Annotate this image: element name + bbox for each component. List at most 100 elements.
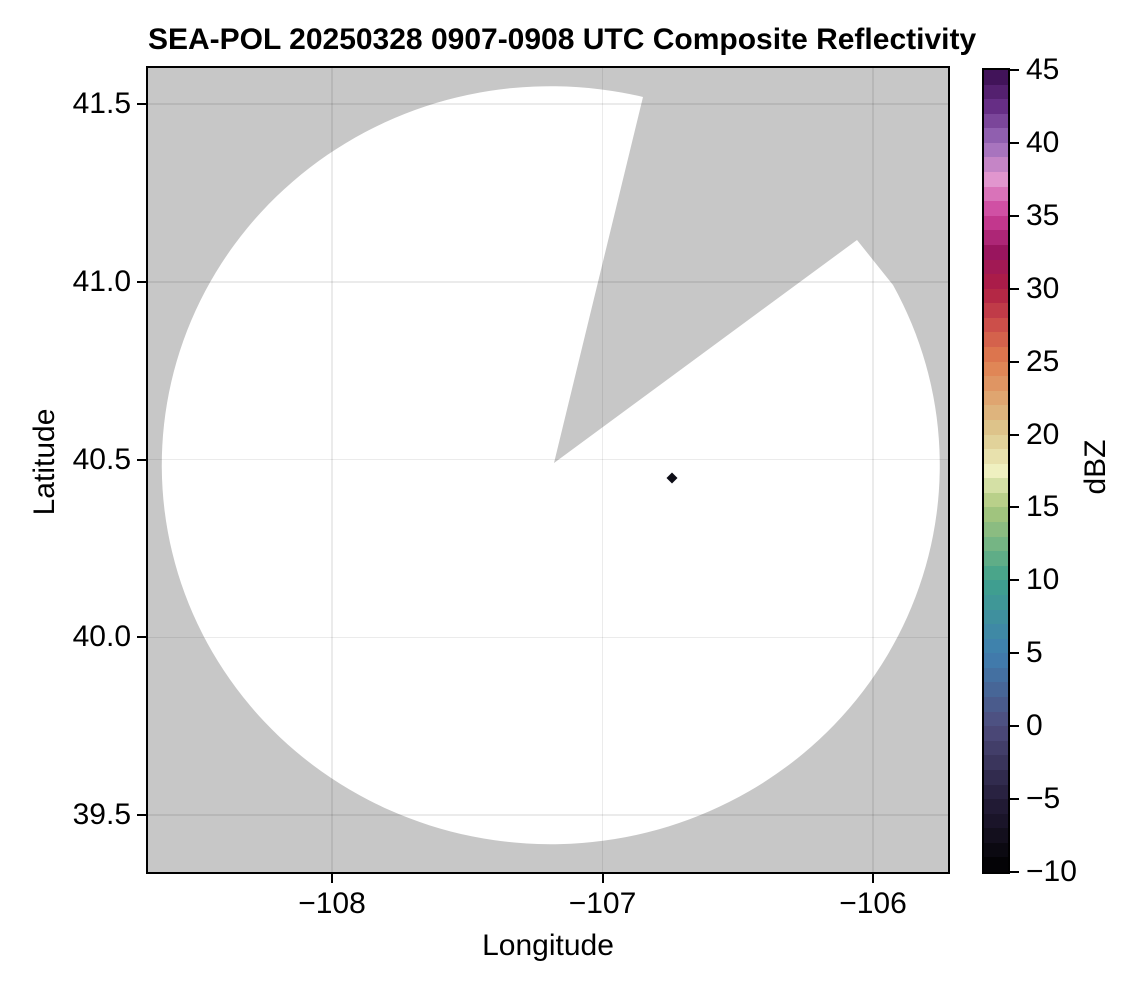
colorbar-tick-mark	[1010, 69, 1019, 71]
gridline-vertical	[872, 68, 874, 872]
radar-coverage-shape	[161, 86, 940, 845]
colorbar-segment	[984, 274, 1008, 290]
colorbar-tick-mark	[1010, 506, 1019, 509]
gridline-horizontal	[148, 103, 948, 105]
colorbar-segment	[984, 667, 1008, 684]
colorbar-segment	[984, 478, 1008, 494]
colorbar-segment	[984, 726, 1008, 742]
colorbar-tick-mark	[1010, 360, 1019, 363]
colorbar-tick-mark	[1010, 871, 1019, 873]
gridline-horizontal	[148, 458, 948, 461]
x-axis-label: Longitude	[482, 929, 614, 962]
x-tick-mark	[331, 874, 333, 883]
colorbar-tick-mark	[1010, 433, 1019, 436]
colorbar-segment	[984, 215, 1008, 231]
gridline-vertical	[601, 68, 604, 872]
colorbar-segment	[984, 128, 1008, 144]
colorbar-segment	[984, 522, 1008, 538]
y-tick-label: 41.5	[72, 87, 131, 120]
colorbar-segment	[984, 492, 1008, 509]
radar-plot-area	[146, 66, 950, 874]
colorbar-segment	[984, 740, 1008, 756]
gridline-horizontal	[148, 636, 948, 638]
colorbar-segment	[984, 259, 1008, 275]
x-tick-mark	[601, 874, 604, 883]
colorbar-tick-label: 45	[1026, 53, 1060, 86]
colorbar-segment	[984, 594, 1008, 611]
colorbar-tick-mark	[1010, 141, 1019, 144]
colorbar-segment	[984, 376, 1008, 392]
gridline-horizontal	[148, 281, 948, 283]
colorbar-segment	[984, 230, 1008, 246]
y-tick-mark	[137, 814, 146, 816]
colorbar-tick-mark	[1010, 652, 1019, 655]
colorbar-segment	[984, 419, 1008, 436]
colorbar-tick-mark	[1010, 287, 1019, 290]
y-tick-label: 39.5	[72, 798, 131, 831]
y-tick-mark	[137, 636, 146, 639]
colorbar-tick-label: 10	[1026, 563, 1060, 597]
colorbar-segment	[984, 434, 1008, 450]
colorbar-segment	[984, 361, 1008, 377]
colorbar-tick-label: 0	[1026, 709, 1043, 743]
colorbar-segment	[984, 857, 1008, 872]
colorbar-segment	[984, 638, 1008, 654]
x-tick-label: −106	[839, 887, 907, 920]
colorbar-segment	[984, 99, 1008, 115]
colorbar-segment	[984, 842, 1008, 858]
colorbar-segment	[984, 769, 1008, 786]
colorbar-segment	[984, 609, 1008, 625]
colorbar-tick-mark	[1010, 798, 1019, 801]
y-tick-mark	[137, 103, 146, 105]
y-tick-label: 40.0	[72, 620, 131, 654]
colorbar-tick-mark	[1010, 725, 1019, 728]
colorbar-tick-mark	[1010, 214, 1019, 217]
colorbar-segment	[984, 332, 1008, 348]
colorbar-segment	[984, 755, 1008, 771]
colorbar-segment	[984, 70, 1008, 86]
colorbar-segment	[984, 697, 1008, 713]
colorbar	[982, 68, 1010, 874]
colorbar-tick-label: 40	[1026, 125, 1060, 159]
colorbar-segment	[984, 157, 1008, 173]
colorbar-segment	[984, 317, 1008, 334]
colorbar-segment	[984, 142, 1008, 159]
gridline-vertical	[331, 68, 333, 872]
colorbar-segment	[984, 624, 1008, 640]
colorbar-tick-label: 20	[1026, 417, 1060, 451]
colorbar-segment	[984, 813, 1008, 829]
colorbar-segment	[984, 784, 1008, 800]
colorbar-tick-label: 25	[1026, 344, 1060, 378]
colorbar-tick-label: 5	[1026, 636, 1043, 670]
echo-point-marker	[666, 472, 678, 484]
x-tick-mark	[872, 874, 874, 883]
colorbar-segment	[984, 536, 1008, 552]
y-tick-label: 40.5	[72, 442, 131, 476]
colorbar-segment	[984, 449, 1008, 465]
colorbar-segment	[984, 799, 1008, 815]
colorbar-label: dBZ	[1079, 439, 1112, 495]
colorbar-tick-label: 35	[1026, 198, 1060, 232]
colorbar-tick-label: 30	[1026, 271, 1060, 305]
colorbar-segment	[984, 682, 1008, 698]
colorbar-tick-label: 15	[1026, 490, 1060, 524]
colorbar-tick-label: −5	[1026, 782, 1061, 816]
colorbar-segment	[984, 580, 1008, 596]
x-tick-label: −108	[298, 887, 366, 920]
y-tick-mark	[137, 458, 146, 461]
plot-title: SEA-POL 20250328 0907-0908 UTC Composite…	[148, 23, 977, 56]
colorbar-segment	[984, 201, 1008, 217]
colorbar-segment	[984, 405, 1008, 421]
colorbar-segment	[984, 390, 1008, 406]
radar-plot-svg	[161, 86, 940, 845]
colorbar-tick-mark	[1010, 579, 1019, 582]
colorbar-segment	[984, 186, 1008, 202]
colorbar-segment	[984, 84, 1008, 100]
colorbar-segment	[984, 507, 1008, 523]
colorbar-segment	[984, 244, 1008, 261]
gridline-horizontal	[148, 814, 948, 816]
colorbar-segment	[984, 463, 1008, 479]
colorbar-segment	[984, 551, 1008, 567]
y-tick-label: 41.0	[72, 264, 131, 298]
